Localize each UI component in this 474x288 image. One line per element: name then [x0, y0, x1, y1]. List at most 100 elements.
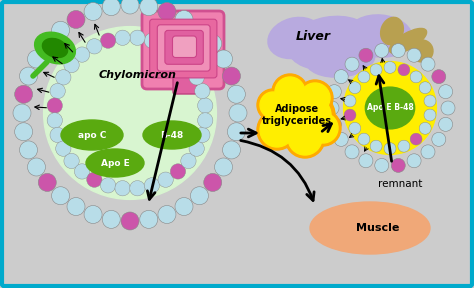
Circle shape	[74, 47, 90, 62]
Circle shape	[421, 145, 435, 159]
Ellipse shape	[411, 40, 433, 62]
Text: remnant: remnant	[378, 179, 422, 189]
Circle shape	[370, 64, 382, 76]
Circle shape	[84, 205, 102, 223]
Circle shape	[260, 92, 286, 118]
Circle shape	[229, 104, 247, 122]
Circle shape	[344, 109, 356, 121]
Circle shape	[170, 164, 186, 179]
Circle shape	[424, 95, 436, 107]
Circle shape	[181, 153, 196, 168]
Circle shape	[438, 117, 453, 131]
Circle shape	[398, 64, 410, 76]
Circle shape	[275, 77, 305, 107]
Circle shape	[55, 70, 71, 85]
Circle shape	[67, 10, 85, 29]
Circle shape	[370, 140, 382, 152]
Ellipse shape	[86, 149, 144, 177]
Circle shape	[285, 118, 325, 158]
Circle shape	[27, 158, 46, 176]
Circle shape	[407, 154, 421, 168]
Circle shape	[204, 173, 222, 192]
Circle shape	[158, 172, 173, 187]
Circle shape	[345, 145, 359, 159]
Circle shape	[44, 26, 217, 199]
Ellipse shape	[143, 121, 201, 149]
FancyBboxPatch shape	[173, 74, 197, 94]
Circle shape	[115, 181, 130, 196]
Circle shape	[74, 164, 90, 179]
Circle shape	[358, 71, 370, 83]
Text: Chylomicron: Chylomicron	[99, 70, 177, 80]
Circle shape	[50, 127, 65, 143]
Circle shape	[100, 33, 116, 48]
Circle shape	[38, 35, 56, 53]
Circle shape	[175, 198, 193, 215]
Circle shape	[47, 113, 63, 128]
Circle shape	[55, 141, 71, 156]
Circle shape	[272, 74, 308, 110]
Circle shape	[102, 0, 120, 16]
Circle shape	[52, 187, 70, 205]
Circle shape	[195, 84, 210, 99]
FancyBboxPatch shape	[150, 19, 217, 78]
Text: B-48: B-48	[160, 130, 183, 139]
Circle shape	[391, 158, 405, 173]
Circle shape	[195, 127, 210, 143]
Circle shape	[419, 82, 431, 94]
FancyBboxPatch shape	[142, 11, 224, 89]
Circle shape	[407, 48, 421, 62]
Circle shape	[267, 90, 307, 130]
Circle shape	[175, 10, 193, 29]
Circle shape	[432, 132, 446, 146]
Circle shape	[140, 0, 158, 16]
Circle shape	[19, 141, 37, 159]
Circle shape	[215, 50, 233, 68]
Text: Muscle: Muscle	[356, 223, 400, 233]
Ellipse shape	[268, 17, 322, 58]
Circle shape	[375, 43, 389, 58]
Text: Adipose
triglycerides: Adipose triglycerides	[262, 104, 332, 126]
Circle shape	[84, 3, 102, 20]
Ellipse shape	[305, 39, 375, 77]
Circle shape	[391, 43, 405, 58]
Circle shape	[419, 122, 431, 134]
Circle shape	[424, 109, 436, 121]
FancyBboxPatch shape	[157, 25, 210, 71]
Circle shape	[189, 70, 204, 85]
Circle shape	[257, 110, 297, 150]
FancyBboxPatch shape	[2, 2, 472, 286]
Circle shape	[300, 83, 330, 113]
Circle shape	[260, 113, 294, 147]
Circle shape	[181, 57, 196, 73]
Circle shape	[359, 48, 373, 62]
Circle shape	[222, 67, 240, 85]
Circle shape	[87, 172, 102, 187]
Circle shape	[328, 117, 341, 131]
Circle shape	[228, 123, 246, 141]
Ellipse shape	[310, 202, 430, 254]
Ellipse shape	[389, 29, 427, 54]
Circle shape	[144, 178, 160, 193]
Circle shape	[344, 62, 437, 154]
Circle shape	[130, 30, 145, 46]
Circle shape	[15, 123, 33, 141]
Circle shape	[130, 181, 145, 196]
Circle shape	[263, 86, 311, 134]
Circle shape	[38, 173, 56, 192]
Circle shape	[198, 98, 213, 113]
Circle shape	[222, 141, 240, 159]
Circle shape	[191, 187, 209, 205]
Circle shape	[67, 198, 85, 215]
Ellipse shape	[381, 17, 403, 45]
Circle shape	[334, 70, 348, 84]
Circle shape	[189, 141, 204, 156]
Circle shape	[158, 39, 173, 54]
Circle shape	[328, 85, 341, 99]
Circle shape	[308, 113, 338, 143]
Text: Liver: Liver	[295, 29, 330, 43]
Ellipse shape	[365, 87, 415, 129]
Circle shape	[121, 212, 139, 230]
Circle shape	[198, 113, 213, 128]
Circle shape	[291, 93, 335, 137]
